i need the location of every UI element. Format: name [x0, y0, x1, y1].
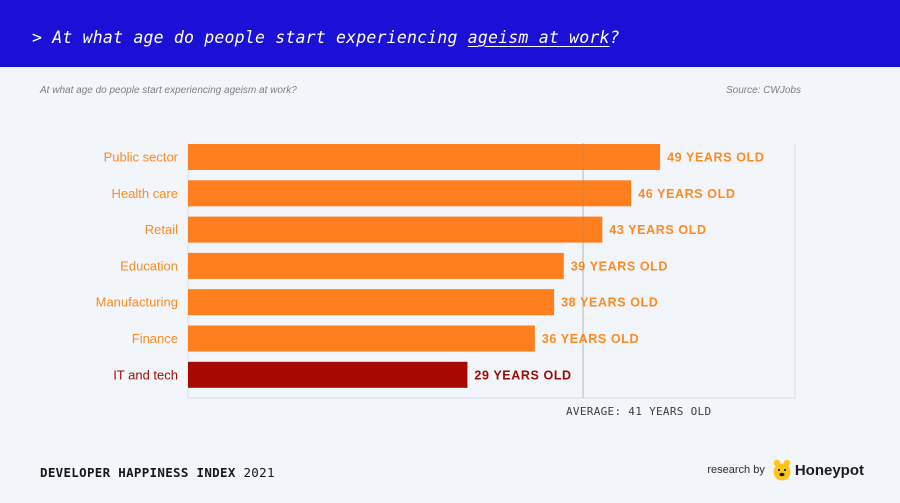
chart-source: Source: CWJobs: [725, 85, 801, 96]
honeypot-bear-icon: [773, 459, 791, 481]
chart-subtitle: At what age do people start experiencing…: [40, 85, 297, 96]
bar-public-sector: [188, 144, 661, 170]
value-label: 39 YEARS OLD: [571, 259, 668, 273]
value-label: 46 YEARS OLD: [638, 187, 735, 201]
category-label: Public sector: [104, 150, 179, 165]
bar-finance: [188, 325, 535, 352]
bar-education: [188, 252, 564, 279]
bar-manufacturing: [188, 289, 555, 316]
value-label: 36 YEARS OLD: [542, 332, 639, 346]
value-label: 29 YEARS OLD: [474, 368, 571, 382]
header-banner: > At what age do people start experienci…: [0, 0, 900, 67]
value-label: 49 YEARS OLD: [667, 151, 764, 165]
category-label: Health care: [112, 186, 178, 201]
category-label: Retail: [145, 222, 178, 237]
brand-name: Honeypot: [794, 461, 864, 479]
header-title-suffix: ?: [609, 28, 620, 47]
value-label: 43 YEARS OLD: [609, 223, 706, 237]
footer-index-title: DEVELOPER HAPPINESS INDEX 2021: [40, 465, 275, 480]
category-label: IT and tech: [113, 367, 178, 382]
header-title-text: > At what age do people start experienci…: [32, 28, 468, 47]
bar-health-care: [188, 180, 632, 207]
footer-year: 2021: [243, 465, 275, 480]
category-label: Education: [120, 258, 178, 273]
bar-retail: [188, 216, 603, 243]
category-label: Manufacturing: [96, 295, 178, 310]
category-label: Finance: [132, 331, 178, 346]
footer-index-name: DEVELOPER HAPPINESS INDEX: [40, 465, 236, 480]
header-title: > At what age do people start experienci…: [32, 28, 620, 47]
footer-brand: research by Honeypot: [707, 459, 864, 481]
average-label: AVERAGE: 41 YEARS OLD: [566, 405, 712, 418]
research-by-text: research by: [707, 464, 765, 476]
value-label: 38 YEARS OLD: [561, 296, 658, 310]
header-title-highlight: ageism at work: [467, 28, 610, 47]
bar-it-and-tech: [188, 361, 468, 388]
